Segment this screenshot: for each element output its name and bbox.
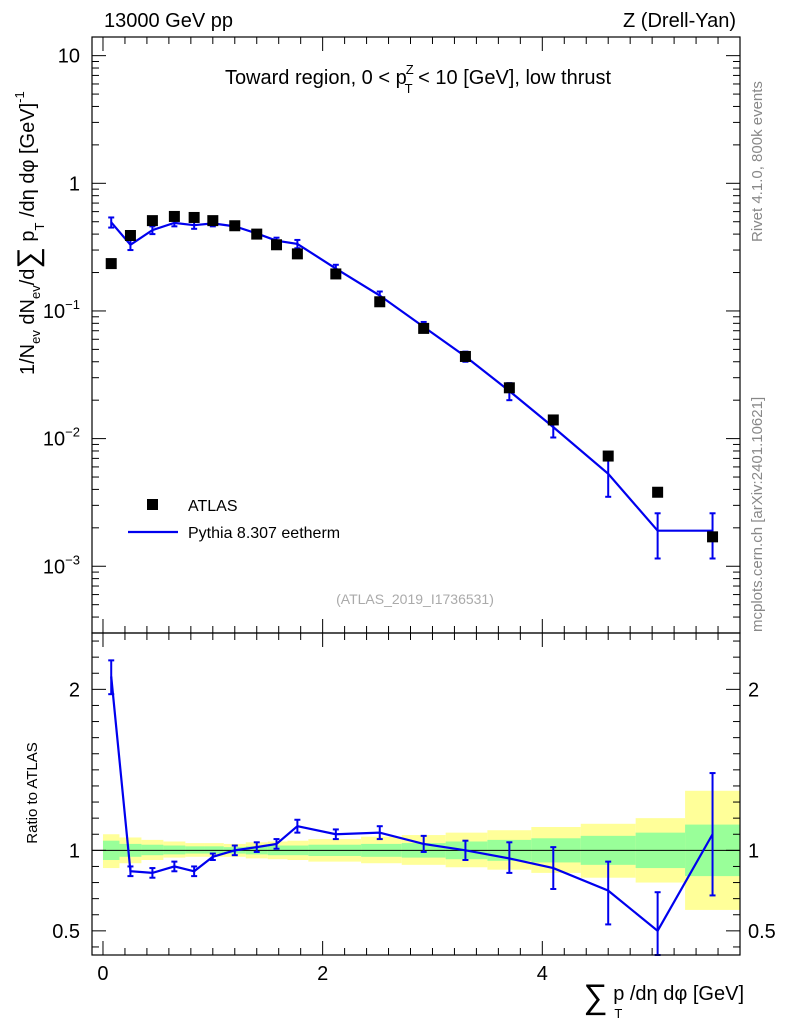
legend-atlas-label: ATLAS <box>188 498 238 515</box>
ratio-y-tick-label-right: 1 <box>748 840 759 862</box>
atlas-point <box>418 322 430 334</box>
ratio-y-tick-label-left: 2 <box>69 679 80 701</box>
atlas-point <box>459 350 471 362</box>
main-clip-group <box>105 210 719 560</box>
atlas-point <box>602 450 614 462</box>
analysis-watermark: (ATLAS_2019_I1736531) <box>336 591 494 607</box>
main-y-tick-label: 10−3 <box>43 552 80 578</box>
ratio-x-tick-label: 2 <box>317 963 328 985</box>
main-y-axis: 10 1 10−1 10−2 10−3 <box>43 46 740 634</box>
atlas-point <box>146 215 158 227</box>
main-title: Toward region, 0 < pZ T < 10 [GeV], low t… <box>225 62 612 96</box>
main-ylabel: 1/Nev dNev/d∑ pT /dη dφ [GeV]-1 <box>12 91 47 375</box>
ratio-y-tick-label-right: 0.5 <box>748 921 776 943</box>
atlas-point <box>547 414 559 426</box>
ratio-line <box>110 676 714 933</box>
ratio-y-tick-label-left: 1 <box>69 840 80 862</box>
atlas-point <box>652 486 664 498</box>
main-y-tick-label: 10−2 <box>43 425 80 451</box>
ratio-x-tick-label: 0 <box>97 963 108 985</box>
mcplots-site-label: mcplots.cern.ch [arXiv:2401.10621] <box>749 397 766 632</box>
main-y-tick-label: 1 <box>69 173 80 195</box>
ratio-y-axis: 2 2 1 1 0.5 0.5 <box>52 640 776 948</box>
main-y-tick-label: 10 <box>58 46 80 68</box>
atlas-point <box>503 382 515 394</box>
main-panel: 10 1 10−1 10−2 10−3 Toward region, 0 < pZ T <… <box>12 36 741 634</box>
atlas-point <box>271 239 283 251</box>
atlas-point <box>374 296 386 308</box>
legend-atlas-marker <box>147 499 158 510</box>
ratio-ylabel: Ratio to ATLAS <box>24 742 41 843</box>
rivet-version-label: Rivet 4.1.0, 800k events <box>749 81 766 242</box>
main-y-tick-label: 10−1 <box>43 297 80 323</box>
ratio-y-tick-label-right: 2 <box>748 679 759 701</box>
atlas-point <box>291 248 303 260</box>
ratio-x-tick-label: 4 <box>537 963 548 985</box>
header-left: 13000 GeV pp <box>104 10 233 32</box>
atlas-point <box>105 258 117 270</box>
atlas-point <box>188 211 200 223</box>
title-sub: T <box>405 81 413 96</box>
atlas-point <box>124 230 136 242</box>
pythia-line <box>110 221 713 532</box>
ratio-y-tick-label-left: 0.5 <box>52 921 80 943</box>
header-right: Z (Drell-Yan) <box>623 10 736 32</box>
ratio-x-axis: 0 2 4 <box>97 633 741 985</box>
atlas-point <box>229 220 241 232</box>
title-sup: Z <box>406 62 414 77</box>
legend: ATLAS Pythia 8.307 eetherm <box>128 498 340 542</box>
legend-pythia-label: Pythia 8.307 eetherm <box>188 525 340 542</box>
atlas-point <box>168 210 180 222</box>
ratio-content <box>92 659 740 956</box>
ratio-frame <box>91 632 741 956</box>
atlas-point <box>207 215 219 227</box>
atlas-point <box>707 531 719 543</box>
main-x-ticks <box>102 37 741 633</box>
main-frame <box>91 36 741 634</box>
atlas-point <box>330 268 342 280</box>
atlas-point <box>251 228 263 240</box>
